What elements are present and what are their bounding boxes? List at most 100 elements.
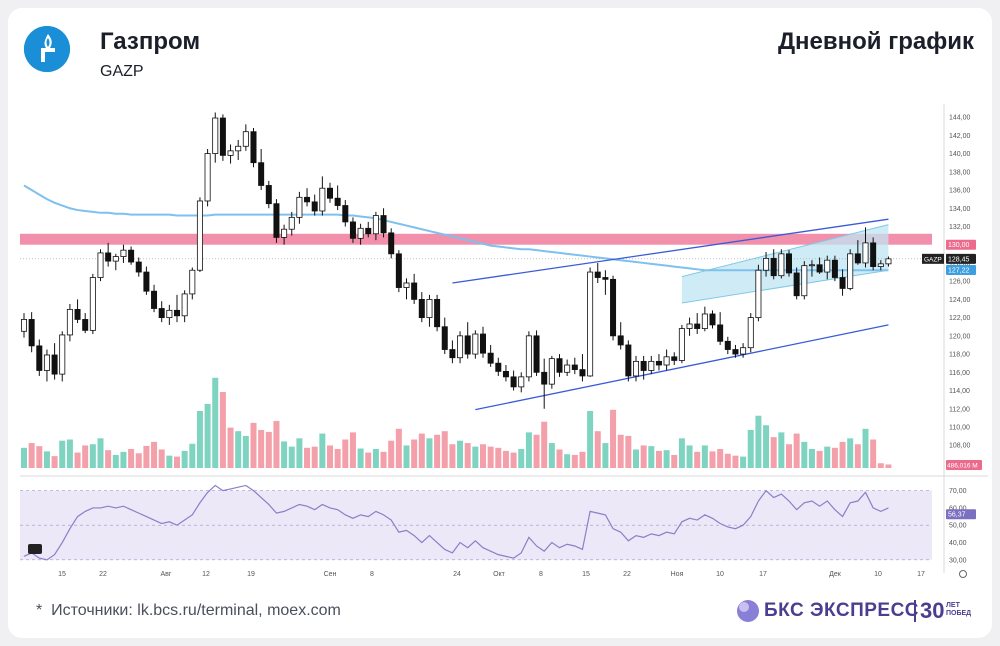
- candle-body: [372, 215, 379, 235]
- price-tick-label: 136,00: [949, 188, 971, 195]
- volume-bar: [227, 427, 234, 468]
- volume-bar: [304, 447, 311, 468]
- volume-bar: [43, 451, 50, 468]
- candle-body: [120, 249, 127, 257]
- date-tick-label: 15: [582, 571, 590, 578]
- volume-bar: [556, 449, 563, 468]
- volume-bar: [311, 446, 318, 468]
- volume-bar: [28, 443, 35, 468]
- brand-30-mark: 30: [920, 598, 945, 623]
- candle-body: [502, 370, 509, 378]
- settings-gear-icon[interactable]: [959, 570, 967, 578]
- resistance-price-label-bg: [946, 239, 976, 250]
- candle-body: [663, 356, 670, 366]
- rsi-current-label: 56,37: [948, 512, 966, 519]
- volume-bar: [502, 450, 509, 468]
- volume-bar: [418, 433, 425, 468]
- volume-bar: [564, 454, 571, 468]
- candle-body: [847, 253, 854, 289]
- last-price-tag-bg: [946, 253, 976, 264]
- date-tick-label: 17: [759, 571, 767, 578]
- date-tick-label: 15: [58, 571, 66, 578]
- price-tick-label: 124,00: [949, 297, 971, 304]
- volume-bar: [701, 445, 708, 468]
- price-chart[interactable]: 144,00 142,00 140,00 138,00 136,00 134,00 132,…: [8, 8, 992, 588]
- volume-tag-bg: [946, 460, 982, 470]
- date-tick-label: Дек: [829, 571, 842, 578]
- volume-bar: [885, 464, 892, 468]
- volume-bar: [82, 445, 89, 468]
- candle-body: [640, 360, 647, 371]
- source-text: Источники: lk.bcs.ru/terminal, moex.com: [51, 602, 341, 619]
- candle-body: [518, 376, 525, 388]
- candle-body: [740, 347, 747, 355]
- candle-body: [801, 265, 808, 297]
- volume-bar: [617, 434, 624, 468]
- volume-bar: [717, 449, 724, 468]
- candle-body: [250, 131, 257, 164]
- candle-body: [143, 271, 150, 292]
- rsi-tick-label: 40,00: [949, 540, 967, 547]
- volume-bar: [89, 444, 96, 468]
- candle-body: [51, 354, 58, 375]
- volume-bar: [334, 449, 341, 468]
- volume-bar: [296, 438, 303, 468]
- volume-bar: [235, 431, 242, 468]
- inner-channel-lower-line: [681, 269, 889, 304]
- candle-body: [556, 358, 563, 373]
- volume-bar: [533, 434, 540, 468]
- candle-body: [204, 153, 211, 202]
- candle-body: [441, 326, 448, 350]
- volume-bar: [640, 445, 647, 468]
- volume-bar: [97, 438, 104, 468]
- moving-average-line: [23, 184, 889, 272]
- volume-bar: [66, 439, 73, 468]
- ticker-tag-label: GAZP: [924, 256, 942, 263]
- candle-body: [403, 282, 410, 288]
- candle-body: [457, 335, 464, 359]
- candle-body: [533, 335, 540, 373]
- candle-body: [20, 319, 27, 332]
- volume-bar: [258, 430, 265, 468]
- candle-body: [694, 323, 701, 329]
- candle-body: [678, 328, 685, 361]
- price-tick-label: 142,00: [949, 133, 971, 140]
- date-tick-label: Окт: [493, 571, 506, 578]
- candle-body: [808, 264, 815, 267]
- candle-body: [617, 335, 624, 346]
- candle-body: [778, 253, 785, 277]
- price-tick-label: 108,00: [949, 443, 971, 450]
- volume-bar: [219, 392, 226, 468]
- date-tick-label: 10: [716, 571, 724, 578]
- candle-body: [717, 324, 724, 342]
- date-tick-label: 19: [247, 571, 255, 578]
- volume-bar: [816, 450, 823, 468]
- volume-bar: [678, 438, 685, 468]
- candle-body: [770, 257, 777, 277]
- price-tick-label: 132,00: [949, 224, 971, 231]
- volume-bar: [196, 411, 203, 468]
- candle-body: [296, 196, 303, 218]
- candle-body: [479, 333, 486, 354]
- candle-body: [227, 150, 234, 156]
- volume-bar: [288, 446, 295, 468]
- volume-bar: [633, 449, 639, 468]
- volume-bar: [480, 444, 486, 468]
- brand-name: БКС ЭКСПРЕСС: [764, 600, 920, 621]
- volume-bar: [51, 456, 58, 468]
- candle-body: [571, 364, 578, 370]
- candle-body: [602, 277, 609, 280]
- volume-bar: [411, 439, 418, 468]
- candle-body: [311, 201, 318, 212]
- price-tick-label: 110,00: [949, 424, 970, 431]
- volume-bar: [625, 435, 632, 468]
- candle-body: [128, 249, 135, 263]
- date-tick-label: 22: [623, 571, 631, 578]
- volume-bar: [847, 438, 854, 468]
- candle-body: [487, 352, 494, 364]
- candle-body: [36, 345, 43, 371]
- brand-divider: [914, 600, 916, 622]
- volume-bar: [357, 448, 364, 468]
- candle-body: [564, 364, 571, 373]
- volume-bar: [525, 432, 532, 468]
